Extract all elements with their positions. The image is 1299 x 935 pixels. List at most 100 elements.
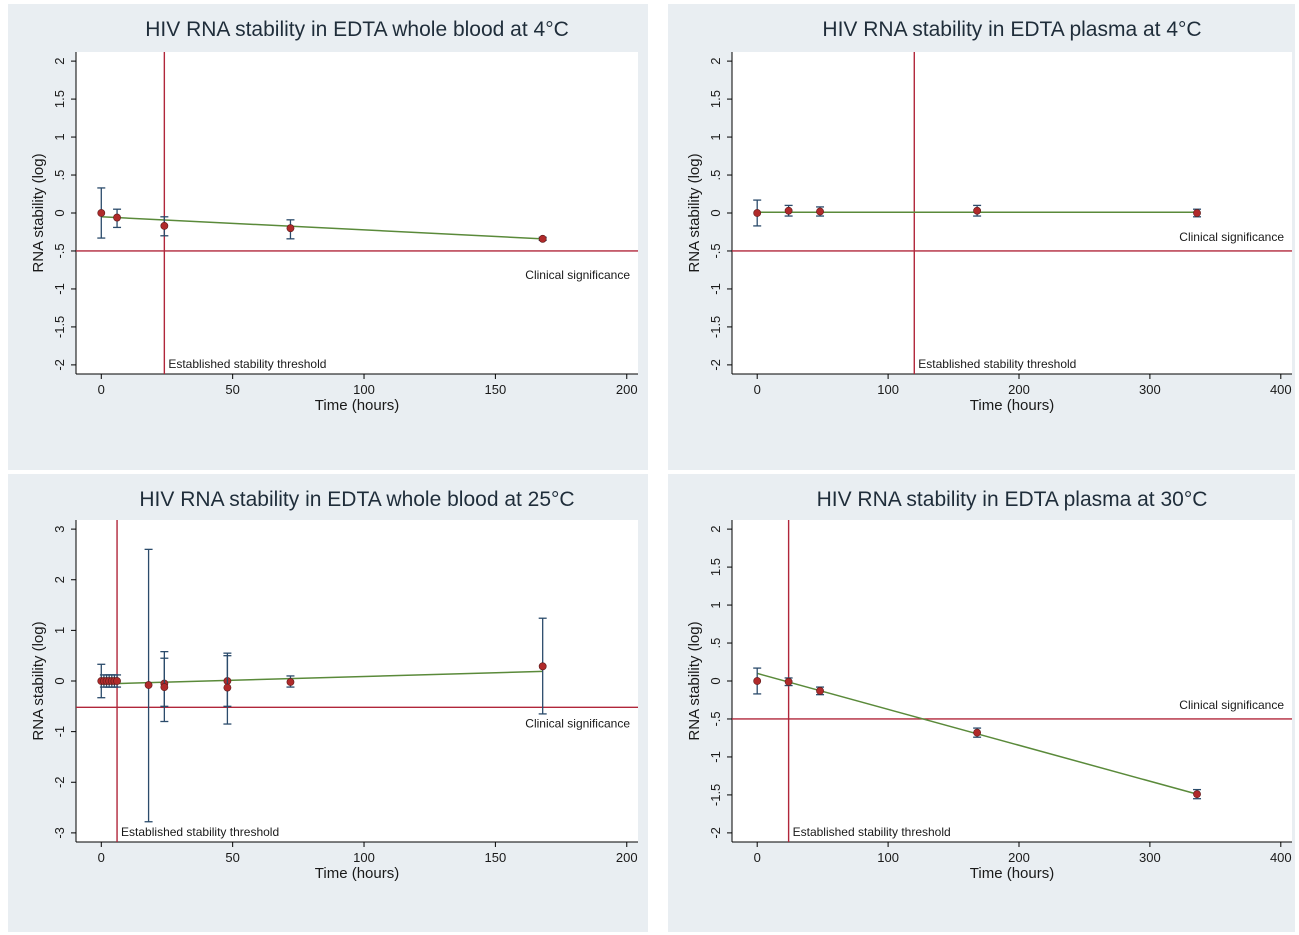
data-point-group [223,655,232,725]
chart-title: HIV RNA stability in EDTA plasma at 30°C [817,488,1208,511]
data-point-group [286,219,295,240]
y-tick-label: 1.5 [708,90,723,108]
data-point [973,206,982,215]
x-tick-label: 150 [485,382,507,397]
x-tick-label: 200 [616,382,638,397]
x-tick-label: 50 [225,382,239,397]
y-tick-label: 2 [708,525,723,532]
data-point-group [113,674,122,688]
y-axis-label: RNA stability (log) [30,621,47,740]
data-point-group [784,204,793,217]
y-tick-label: -2 [708,359,723,371]
data-point-group [1193,208,1202,218]
y-tick-label: -1 [52,283,67,295]
stability-threshold-label: Established stability threshold [121,825,279,839]
data-point [1193,790,1201,799]
x-tick-label: 50 [225,850,239,865]
data-point-group [816,686,825,696]
x-axis-label: Time (hours) [315,397,399,414]
data-point [784,677,793,686]
x-tick-label: 200 [616,850,638,865]
x-tick-label: 0 [98,382,105,397]
y-tick-label: -1.5 [708,784,723,806]
data-point-group [97,187,106,239]
chart-panel-3: HIV RNA stability in EDTA whole blood at… [8,474,648,932]
y-tick-label: -1.5 [708,316,723,338]
chart-title: HIV RNA stability in EDTA whole blood at… [145,18,569,41]
y-tick-label: 2 [52,57,67,64]
x-axis-label: Time (hours) [970,865,1054,882]
chart-title: HIV RNA stability in EDTA plasma at 4°C [822,18,1201,41]
x-tick-label: 100 [353,850,375,865]
clinical-significance-label: Clinical significance [525,268,630,282]
clinical-significance-label: Clinical significance [1179,698,1284,712]
x-tick-label: 300 [1139,382,1161,397]
y-tick-label: -1.5 [52,316,67,338]
data-point-group [816,206,825,217]
data-point [113,213,121,222]
y-tick-label: -1 [52,726,67,738]
clinical-significance-label: Clinical significance [525,716,630,730]
x-tick-label: 200 [1008,382,1030,397]
stability-threshold-label: Established stability threshold [918,357,1076,371]
data-point [1193,209,1201,217]
data-point-group [1193,788,1202,800]
y-tick-label: 2 [708,57,723,64]
y-tick-label: .5 [708,638,723,649]
y-tick-label: 0 [52,209,67,216]
y-tick-label: 1 [52,627,67,634]
y-tick-label: -2 [708,827,723,839]
chart-svg-3: HIV RNA stability in EDTA whole blood at… [30,488,638,882]
y-tick-label: 1.5 [708,558,723,576]
x-tick-label: 200 [1008,850,1030,865]
chart-svg-1: HIV RNA stability in EDTA whole blood at… [30,18,638,414]
data-point [753,677,762,685]
data-point [286,678,295,686]
stability-threshold-label: Established stability threshold [793,825,951,839]
data-point-group [753,199,762,227]
plot-area [76,520,638,842]
y-tick-label: .5 [708,170,723,181]
x-tick-label: 300 [1139,850,1161,865]
plot-area [732,520,1292,842]
x-tick-label: 0 [98,850,105,865]
data-point-group [160,657,169,723]
data-point-group [753,667,762,695]
y-tick-label: -2 [52,776,67,788]
stability-threshold-label: Established stability threshold [168,357,326,371]
y-axis-label: RNA stability (log) [686,153,703,272]
data-point-group [784,677,793,687]
y-tick-label: 0 [52,677,67,684]
y-tick-label: 1 [52,133,67,140]
data-point [144,681,153,689]
y-tick-label: 3 [52,525,67,532]
data-point-group [973,727,982,738]
x-axis-label: Time (hours) [315,865,399,882]
x-tick-label: 100 [353,382,375,397]
data-point-group [538,617,547,715]
data-point [160,222,169,230]
y-tick-label: 1 [708,133,723,140]
data-point [973,728,982,737]
data-point [113,677,121,685]
data-point-group [286,675,295,688]
data-point-group [113,208,122,229]
y-tick-label: -.5 [708,243,723,258]
x-tick-label: 400 [1270,382,1292,397]
x-tick-label: 100 [877,850,899,865]
y-tick-label: .5 [52,170,67,181]
x-tick-label: 100 [877,382,899,397]
chart-panel-4: HIV RNA stability in EDTA plasma at 30°C… [668,474,1295,932]
chart-svg-2: HIV RNA stability in EDTA plasma at 4°C 0… [686,18,1292,414]
y-tick-label: 0 [708,677,723,684]
data-point [286,224,295,233]
x-tick-label: 0 [754,382,761,397]
chart-title: HIV RNA stability in EDTA whole blood at… [139,488,574,511]
y-tick-label: 1 [708,601,723,608]
x-axis-label: Time (hours) [970,397,1054,414]
y-tick-label: -1 [708,751,723,763]
y-tick-label: 1.5 [52,90,67,108]
x-tick-label: 400 [1270,850,1292,865]
data-point [538,662,547,671]
